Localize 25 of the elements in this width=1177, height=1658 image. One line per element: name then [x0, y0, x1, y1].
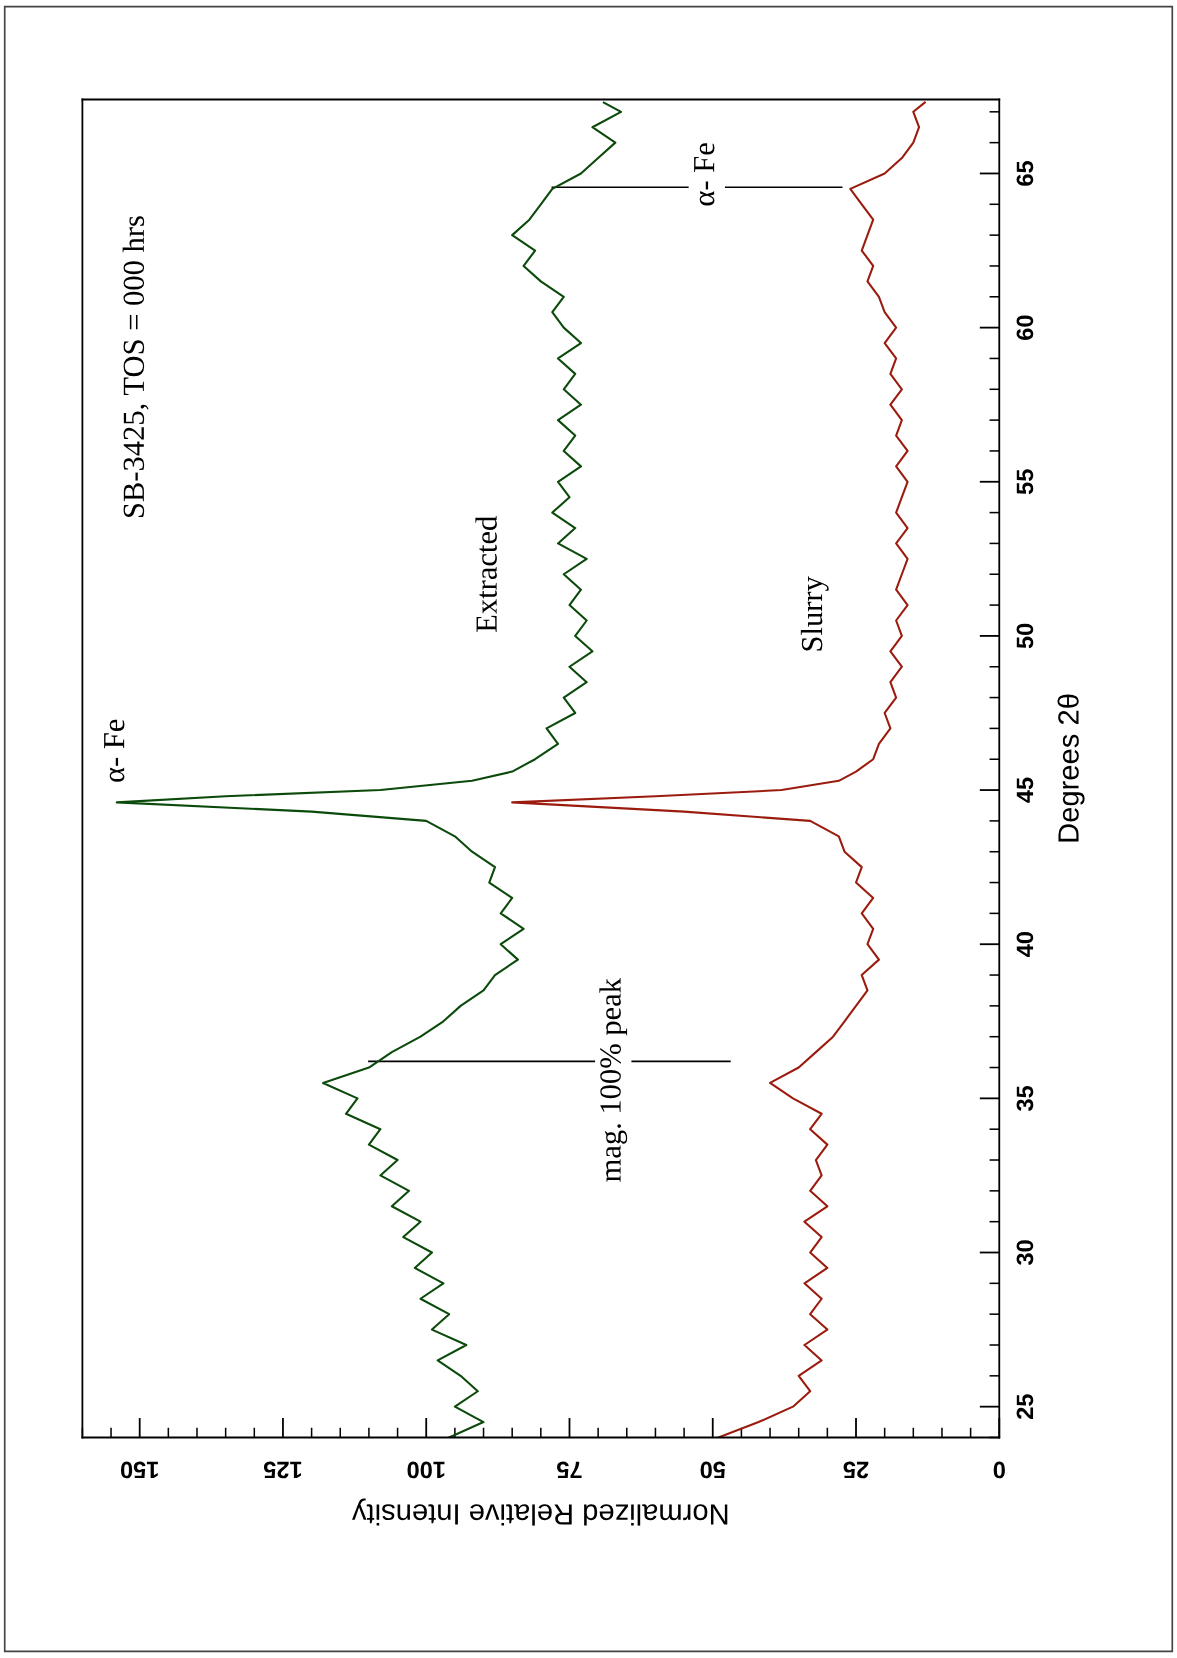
y-axis-title: Degrees 2θ: [1057, 694, 1085, 842]
y-tick-label: 25: [1016, 1394, 1034, 1419]
text: Slurry: [800, 576, 829, 651]
x-tick-label: 0: [993, 1461, 1005, 1479]
annotation: α- Fe: [694, 143, 715, 206]
x-axis-title: Normalized Relative Intensity: [352, 1498, 728, 1526]
line-series: [511, 101, 926, 1438]
x-tick-label: 75: [557, 1461, 582, 1479]
y-tick-label: 50: [1016, 623, 1034, 649]
x-tick-label: 25: [843, 1461, 869, 1479]
x-tick-label: 150: [120, 1461, 158, 1479]
y-tick-label: 55: [1016, 469, 1034, 495]
x-tick-label: 50: [700, 1461, 726, 1479]
y-tick-label: 30: [1016, 1240, 1034, 1266]
y-tick-label: 45: [1016, 777, 1034, 803]
y-tick-label: 65: [1016, 161, 1034, 186]
x-tick-label: 125: [263, 1461, 302, 1479]
annotation: SB-3425, TOS = 000 hrs: [122, 216, 149, 517]
x-tick-label: 100: [407, 1461, 445, 1479]
y-tick-label: 60: [1016, 315, 1034, 340]
text: Extracted: [475, 516, 497, 632]
y-tick-label: 35: [1016, 1085, 1034, 1111]
y-tick-label: 40: [1016, 932, 1034, 957]
annotation: mag. 100% peak: [599, 978, 628, 1182]
annotation: α- Fe: [104, 719, 125, 782]
